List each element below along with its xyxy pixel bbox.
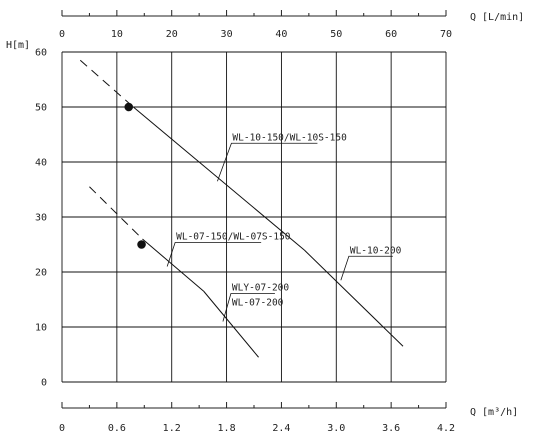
operating-point-marker bbox=[124, 102, 134, 112]
top-tick-label: 60 bbox=[385, 29, 397, 40]
bottom-tick-label: 0.6 bbox=[108, 423, 126, 434]
annotation-label: WL-10-150/WL-10S-150 bbox=[232, 132, 347, 143]
y-tick-label: 30 bbox=[35, 213, 47, 224]
top-tick-label: 50 bbox=[330, 29, 342, 40]
curve-dashed bbox=[89, 186, 143, 240]
annotation-leader bbox=[340, 255, 393, 281]
annotation-leader bbox=[166, 242, 262, 267]
y-tick-label: 20 bbox=[35, 268, 47, 279]
bottom-axis: 0 0.6 1.2 1.8 2.4 3.0 3.6 4.2 Q [m³/h] bbox=[59, 402, 518, 434]
top-tick-label: 30 bbox=[221, 29, 233, 40]
top-tick-label: 0 bbox=[59, 29, 65, 40]
y-ticks: 0 10 20 30 40 50 60 bbox=[35, 48, 47, 389]
curve-solid bbox=[303, 249, 404, 347]
annotation-label: WL-07-150/WL-07S-150 bbox=[176, 232, 291, 243]
top-tick-label: 20 bbox=[166, 29, 178, 40]
bottom-tick-label: 2.4 bbox=[272, 423, 290, 434]
bottom-tick-label: 0 bbox=[59, 423, 65, 434]
y-tick-label: 40 bbox=[35, 158, 47, 169]
curve-solid bbox=[203, 290, 259, 358]
top-tick-label: 70 bbox=[440, 29, 452, 40]
y-axis-label: H[m] bbox=[6, 40, 30, 51]
y-axis-label-group: H[m] bbox=[6, 40, 30, 51]
top-tick-label: 10 bbox=[111, 29, 123, 40]
annotation-label: WL-10-200 bbox=[350, 245, 402, 256]
bottom-tick-label: 3.6 bbox=[382, 423, 400, 434]
curve-dashed bbox=[79, 59, 134, 108]
annotation-leader bbox=[217, 142, 318, 182]
bottom-tick-label: 3.0 bbox=[327, 423, 345, 434]
annotation-leader bbox=[222, 293, 275, 322]
top-axis-label: Q [L/min] bbox=[470, 12, 524, 23]
bottom-tick-label: 1.2 bbox=[163, 423, 181, 434]
y-tick-label: 50 bbox=[35, 103, 47, 114]
series-group bbox=[79, 59, 404, 358]
curve-solid bbox=[142, 238, 205, 292]
bottom-tick-label: 1.8 bbox=[218, 423, 236, 434]
annotation-label: WLY-07-200 bbox=[232, 283, 289, 294]
bottom-tick-label: 4.2 bbox=[437, 423, 455, 434]
plot-grid bbox=[61, 51, 447, 383]
top-tick-label: 40 bbox=[275, 29, 287, 40]
operating-point-marker bbox=[137, 240, 146, 249]
bottom-axis-label: Q [m³/h] bbox=[470, 407, 518, 418]
top-axis: 0 10 20 30 40 50 60 70 Q [L/min] bbox=[59, 10, 524, 40]
annotation-group: WL-10-150/WL-10S-150 WL-07-150/WL-07S-150… bbox=[166, 132, 402, 322]
y-tick-label: 0 bbox=[41, 378, 47, 389]
annotation-label-second: WL-07-200 bbox=[232, 298, 284, 309]
y-tick-label: 60 bbox=[35, 48, 47, 59]
y-tick-label: 10 bbox=[35, 323, 47, 334]
